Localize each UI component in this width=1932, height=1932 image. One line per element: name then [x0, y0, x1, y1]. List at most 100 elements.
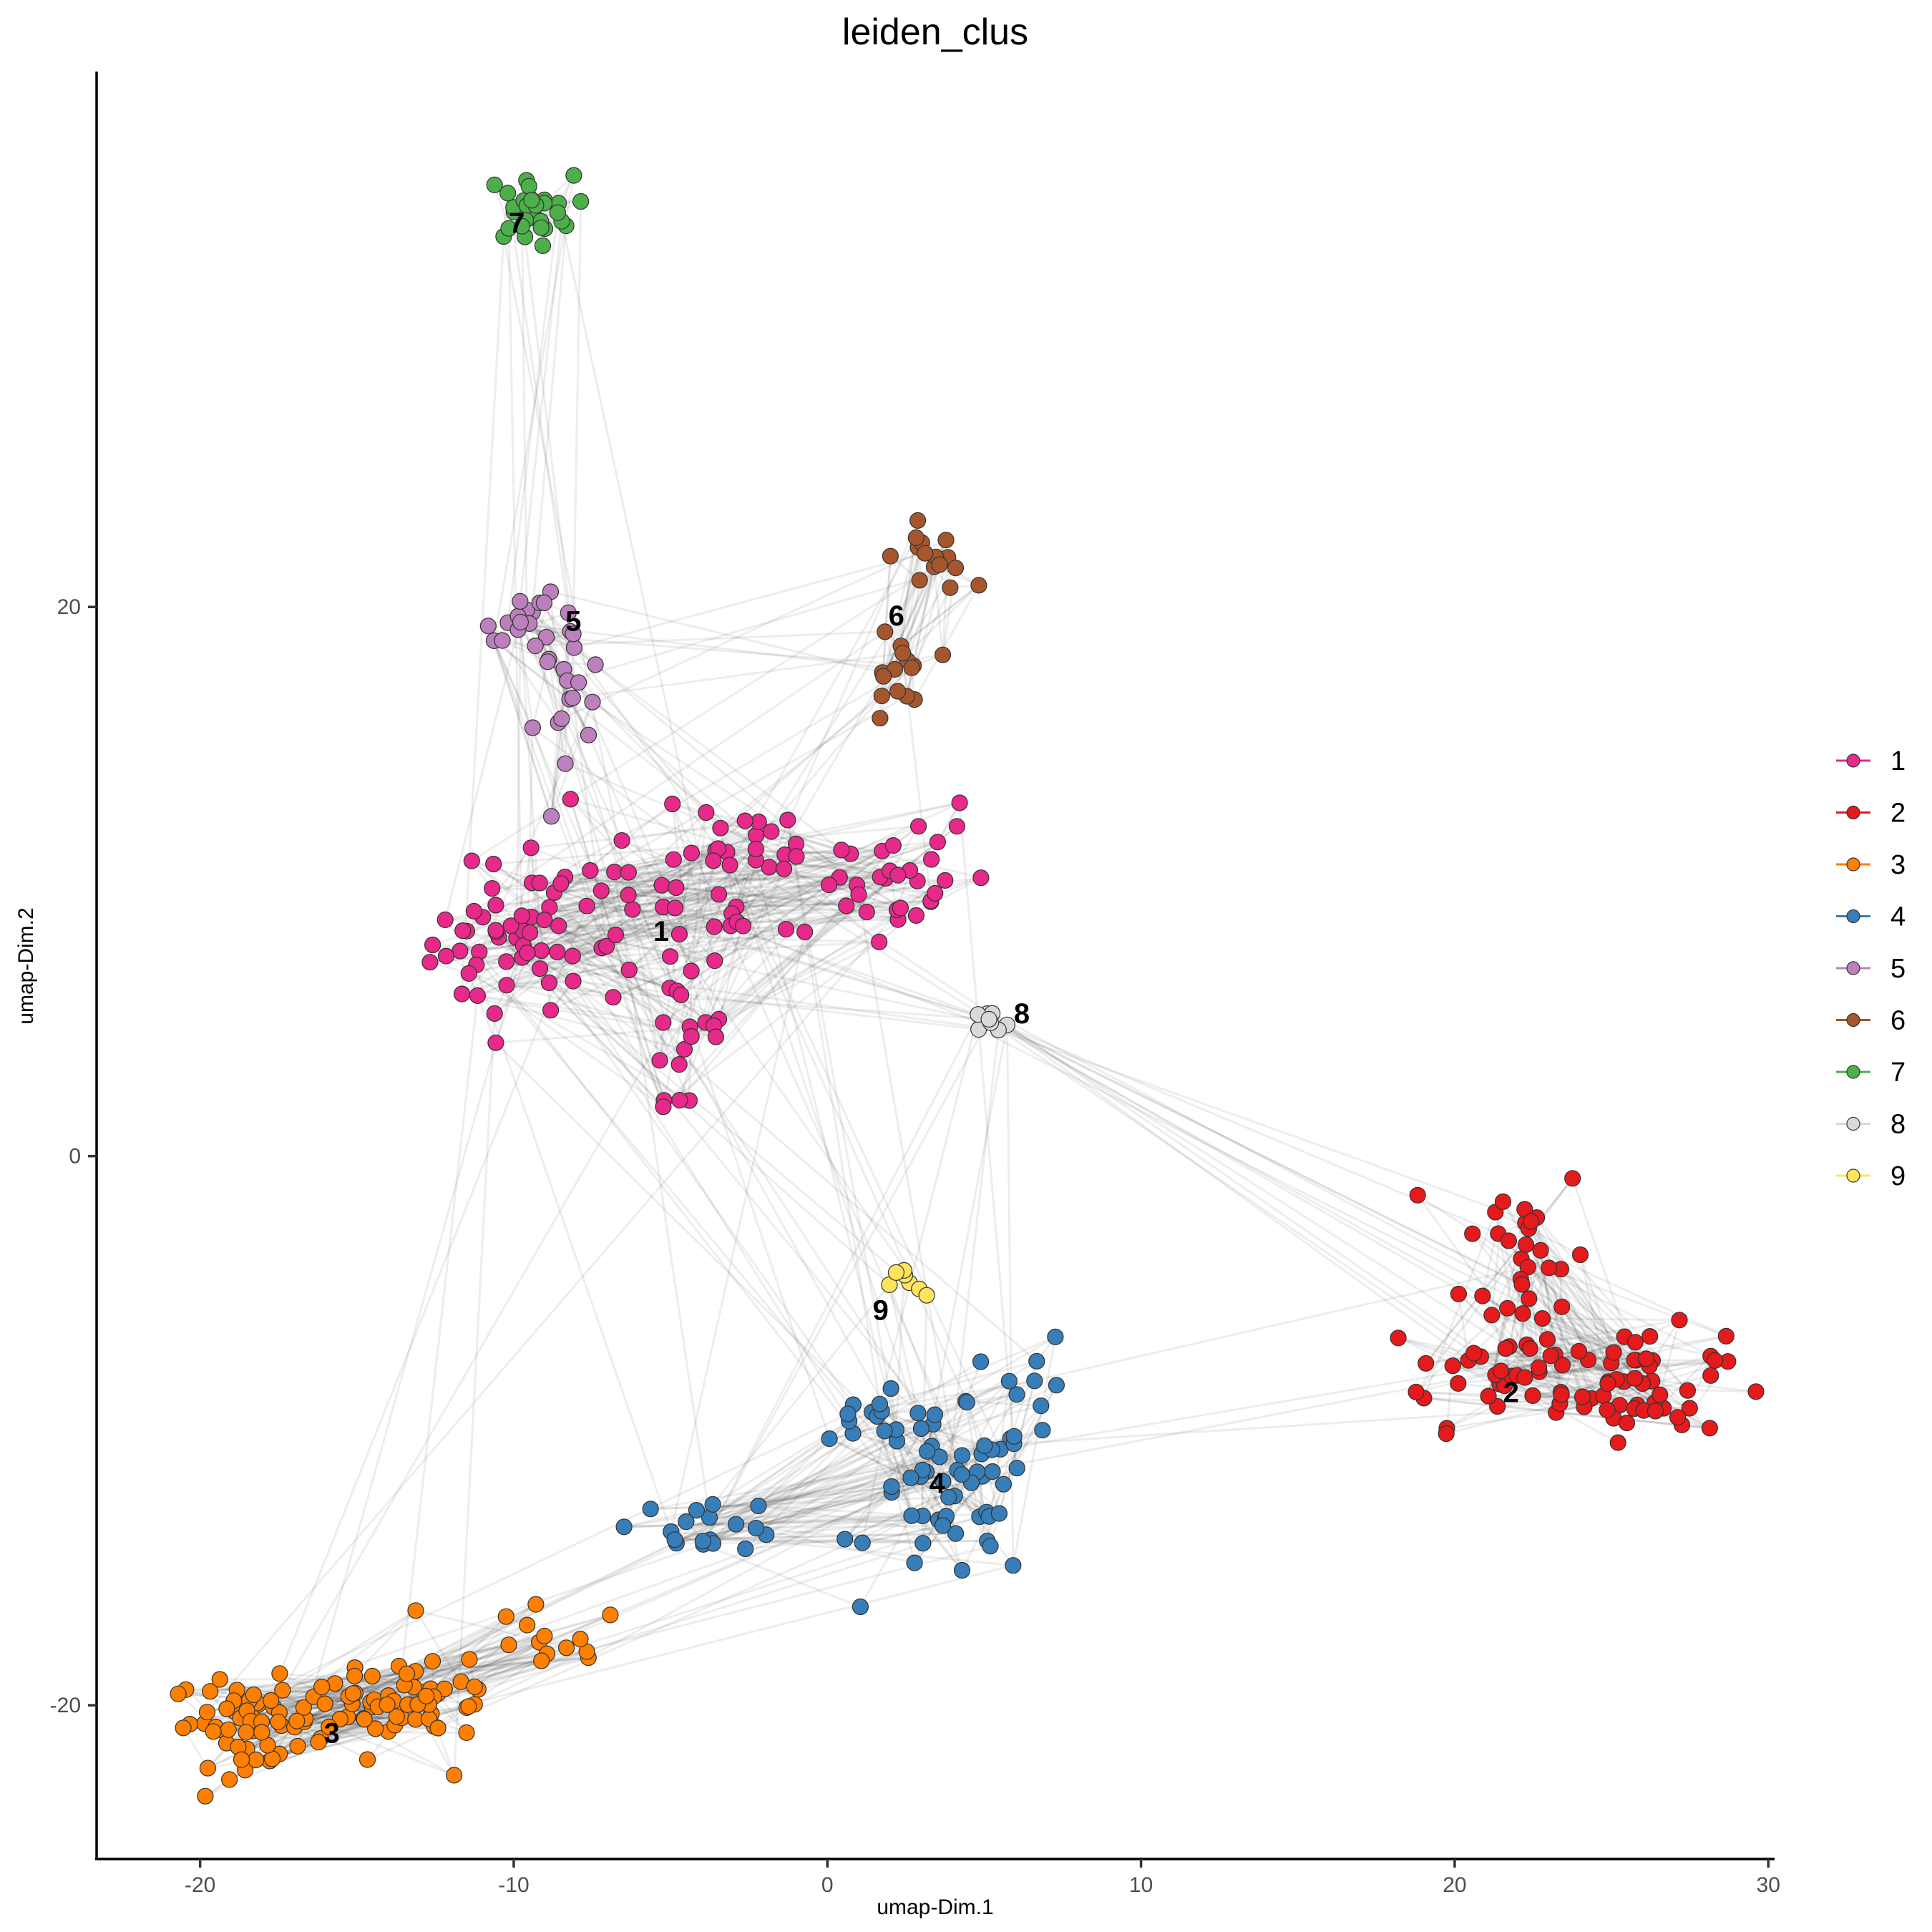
point-cluster-6-11 [937, 532, 955, 549]
point-cluster-1-135 [892, 899, 909, 917]
point-cluster-1-25 [485, 855, 502, 873]
point-cluster-2-51 [1450, 1375, 1467, 1392]
network-edge-869 [696, 1480, 944, 1512]
network-edge-965 [675, 1532, 956, 1541]
network-edge-1304 [921, 1295, 928, 1470]
network-edge-934 [675, 1428, 922, 1545]
point-cluster-1-42 [487, 922, 504, 939]
network-edge-1289 [207, 1380, 1010, 1770]
point-cluster-4-70 [1000, 1372, 1018, 1390]
point-cluster-4-72 [972, 1353, 990, 1370]
point-cluster-6-9 [947, 560, 965, 577]
point-cluster-3-34 [211, 1671, 228, 1688]
network-edge-398 [1587, 1359, 1711, 1430]
point-cluster-1-19 [452, 942, 469, 960]
network-edge-1193 [532, 726, 806, 933]
point-cluster-6-23 [872, 710, 889, 727]
legend-key-5 [1846, 961, 1860, 975]
network-edge-269 [544, 919, 678, 992]
point-cluster-3-56 [295, 1699, 312, 1716]
cluster-label-1: 1 [653, 916, 669, 947]
point-cluster-3-82 [310, 1734, 327, 1751]
network-edge-1068 [900, 584, 980, 647]
point-cluster-1-106 [607, 926, 625, 944]
point-cluster-2-100 [1574, 1388, 1591, 1405]
network-edge-959 [758, 1505, 923, 1518]
point-cluster-5-10 [512, 613, 530, 631]
x-axis-title: umap-Dim.1 [877, 1896, 993, 1919]
network-edge-951 [703, 1393, 1018, 1546]
network-edge-131 [548, 894, 630, 984]
network-edge-213 [678, 925, 745, 1101]
point-cluster-1-121 [922, 851, 940, 868]
cluster-labels: 1 2 3 4 5 6 7 8 9 [324, 208, 1519, 1750]
point-cluster-1-133 [884, 836, 902, 854]
network-edge-171 [676, 876, 841, 992]
network-edge-1252 [978, 1028, 1637, 1362]
legend-label-1: 1 [1890, 746, 1906, 776]
point-cluster-3-68 [316, 1695, 333, 1712]
legend-label-2: 2 [1890, 799, 1906, 829]
point-cluster-5-34 [542, 808, 560, 825]
network-edge-567 [279, 1672, 396, 1727]
point-cluster-1-149 [683, 1028, 700, 1045]
network-edge-119 [661, 819, 746, 887]
network-edge-108 [628, 831, 772, 971]
point-cluster-4-47 [982, 1538, 999, 1555]
point-cluster-4-18 [995, 1475, 1013, 1493]
point-cluster-1-13 [498, 977, 515, 994]
point-cluster-1-129 [889, 867, 907, 884]
network-edge-877 [623, 1476, 912, 1528]
network-edge-280 [569, 799, 665, 1101]
point-cluster-2-106 [1553, 1386, 1570, 1403]
point-cluster-3-116 [461, 1651, 478, 1668]
point-cluster-6-29 [873, 687, 890, 705]
point-cluster-9-6 [887, 1264, 905, 1282]
network-edge-13 [466, 930, 716, 1038]
network-edge-880 [859, 1515, 913, 1608]
point-cluster-2-105 [1652, 1386, 1669, 1403]
point-cluster-1-39 [706, 952, 723, 970]
network-edge-1256 [585, 905, 963, 1475]
network-edge-829 [844, 1475, 983, 1541]
point-cluster-1-127 [909, 818, 927, 835]
legend-key-9 [1846, 1169, 1860, 1183]
point-cluster-4-66 [1008, 1386, 1025, 1403]
network-edge-97 [477, 994, 664, 1024]
network-edge-1276 [877, 1266, 1528, 1418]
point-cluster-1-140 [651, 1052, 668, 1069]
point-cluster-2-10 [1533, 1309, 1551, 1327]
point-cluster-1-85 [850, 886, 867, 903]
network-edge-1176 [560, 718, 661, 1061]
network-edge-830 [844, 1401, 968, 1540]
point-cluster-2-64 [1497, 1340, 1514, 1357]
point-cluster-5-28 [553, 710, 570, 728]
network-edge-122 [621, 839, 674, 861]
cluster-label-8: 8 [1014, 998, 1030, 1030]
network-edge-54 [544, 919, 691, 1028]
point-cluster-3-122 [602, 1606, 619, 1624]
network-edge-927 [710, 1380, 1035, 1541]
network-edge-271 [557, 924, 720, 1020]
point-cluster-3-109 [379, 1696, 396, 1713]
network-edge-770 [433, 1652, 548, 1727]
network-edge-1195 [592, 701, 902, 909]
network-edge-217 [718, 847, 886, 879]
point-cluster-3-27 [199, 1760, 216, 1777]
network-edge-1234 [717, 847, 990, 1020]
point-cluster-1-51 [578, 897, 595, 914]
network-edge-42 [494, 849, 716, 1015]
network-edge-929 [881, 1335, 1056, 1413]
network-edge-863 [686, 1521, 923, 1545]
network-edge-331 [1425, 1177, 1574, 1365]
network-edge-1196 [572, 697, 693, 972]
point-cluster-4-76 [642, 1501, 659, 1518]
network-edge-66 [530, 931, 879, 943]
point-cluster-4-73 [1034, 1422, 1051, 1439]
point-cluster-1-60 [653, 877, 670, 894]
point-cluster-3-44 [248, 1751, 265, 1768]
legend-key-6 [1846, 1013, 1860, 1028]
point-cluster-4-21 [1005, 1557, 1022, 1574]
point-cluster-2-72 [1747, 1383, 1765, 1400]
network-edge-160 [601, 866, 770, 950]
